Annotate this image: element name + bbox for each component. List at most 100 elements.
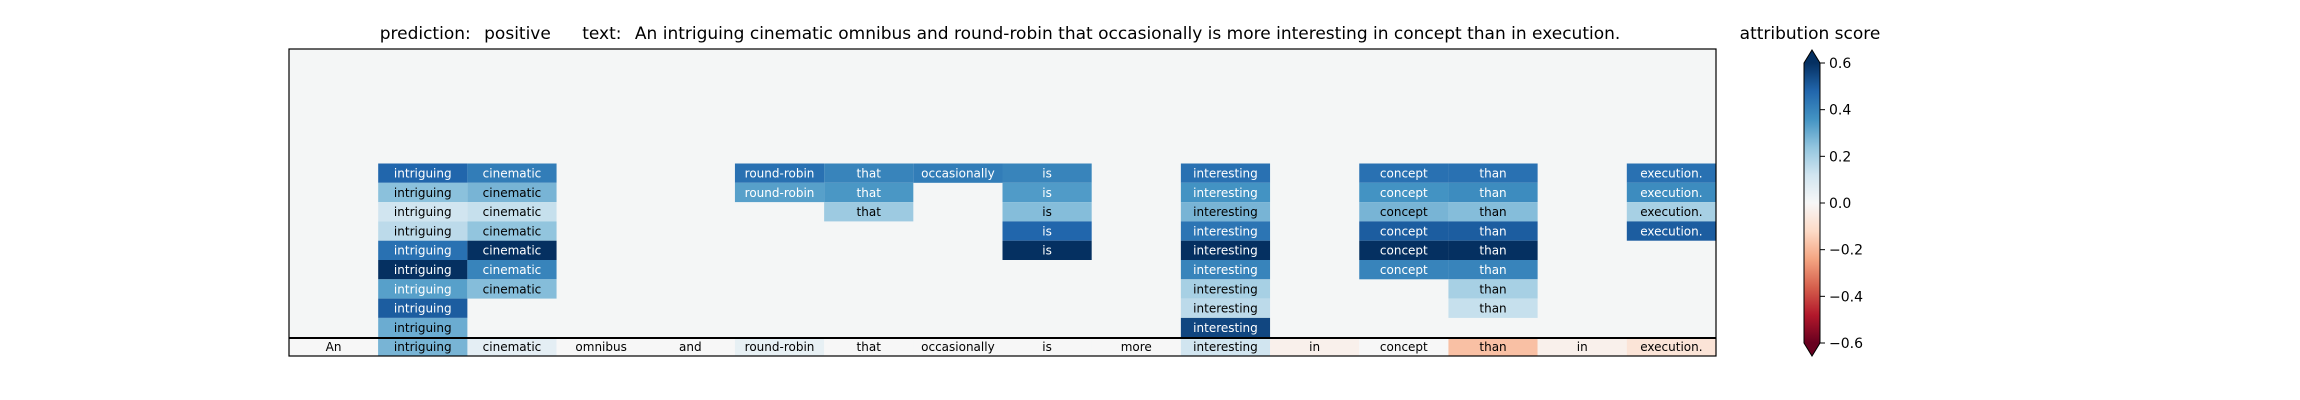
heatmap-cell xyxy=(467,202,557,222)
cell-label: intriguing xyxy=(394,263,452,277)
cell-label: execution. xyxy=(1640,224,1702,238)
heatmap-cell xyxy=(1359,240,1449,260)
heatmap-cell xyxy=(1448,182,1538,203)
cell-label: cinematic xyxy=(483,224,542,238)
colorbar xyxy=(1804,63,1820,343)
token-cell xyxy=(913,338,1003,356)
token-label: occasionally xyxy=(921,340,995,354)
heatmap-cell xyxy=(467,221,557,241)
heatmap-cell xyxy=(1626,221,1716,241)
cell-label: interesting xyxy=(1193,244,1258,258)
heatmap-cell xyxy=(913,163,1003,183)
heatmap-cell xyxy=(1359,221,1449,241)
cell-label: cinematic xyxy=(483,244,542,258)
cell-label: interesting xyxy=(1193,302,1258,316)
cell-label: concept xyxy=(1380,205,1428,219)
heatmap-cell xyxy=(1448,240,1538,260)
token-cell xyxy=(467,338,557,356)
cell-label: interesting xyxy=(1193,186,1258,200)
chart-title: prediction: positive text: An intriguing… xyxy=(380,24,1621,44)
colorbar-min-extend xyxy=(1804,343,1820,356)
token-cell xyxy=(1448,338,1538,356)
heatmap-cell xyxy=(1359,202,1449,222)
colorbar-max-extend xyxy=(1804,50,1820,63)
cell-label: cinematic xyxy=(483,186,542,200)
cell-label: execution. xyxy=(1640,186,1702,200)
heatmap-cell xyxy=(1180,240,1271,260)
heatmap-cell xyxy=(467,163,557,183)
heatmap-cell xyxy=(1180,279,1271,299)
heatmap-cell xyxy=(378,317,468,338)
cell-label: than xyxy=(1479,263,1506,277)
heatmap-cell xyxy=(1448,163,1538,183)
token-label: concept xyxy=(1380,340,1428,354)
cell-label: interesting xyxy=(1193,282,1258,296)
token-label: execution. xyxy=(1640,340,1702,354)
heatmap-cell xyxy=(1002,202,1092,222)
token-label: round-robin xyxy=(745,340,815,354)
cell-label: is xyxy=(1042,205,1052,219)
cell-label: is xyxy=(1042,167,1052,181)
heatmap-cell xyxy=(1180,317,1271,338)
cell-label: that xyxy=(857,186,882,200)
colorbar-tick-label: 0.2 xyxy=(1829,149,1851,165)
colorbar-title: attribution score xyxy=(1740,24,1881,44)
text-value: An intriguing cinematic omnibus and roun… xyxy=(635,24,1620,44)
prediction-value: positive xyxy=(484,24,551,44)
cell-label: intriguing xyxy=(394,302,452,316)
cell-label: than xyxy=(1479,244,1506,258)
cell-label: execution. xyxy=(1640,205,1702,219)
heatmap-cell xyxy=(824,182,914,203)
heatmap-cell xyxy=(378,182,468,203)
heatmap-cell xyxy=(734,182,825,203)
colorbar-tick-label: −0.4 xyxy=(1829,289,1863,305)
heatmap-frame xyxy=(288,48,1717,357)
cell-label: than xyxy=(1479,302,1506,316)
heatmap-cell xyxy=(1180,260,1271,280)
heatmap-cell xyxy=(1626,202,1716,222)
token-label: than xyxy=(1479,340,1506,354)
cell-label: intriguing xyxy=(394,186,452,200)
token-cell xyxy=(645,338,735,356)
token-cell xyxy=(1359,338,1449,356)
heatmap-cell xyxy=(378,240,468,260)
token-cell xyxy=(378,338,468,356)
cell-label: cinematic xyxy=(483,263,542,277)
heatmap-cell xyxy=(1180,221,1271,241)
text-label: text: xyxy=(582,24,621,44)
heatmap-cell xyxy=(467,240,557,260)
cell-label: cinematic xyxy=(483,282,542,296)
heatmap-cell xyxy=(1180,163,1271,183)
heatmap-cell xyxy=(1180,202,1271,222)
heatmap-cell xyxy=(467,260,557,280)
cell-label: that xyxy=(857,167,882,181)
cell-label: cinematic xyxy=(483,205,542,219)
heatmap-cell xyxy=(1002,163,1092,183)
heatmap-cell xyxy=(824,163,914,183)
cell-label: concept xyxy=(1380,167,1428,181)
cell-label: interesting xyxy=(1193,205,1258,219)
token-cell xyxy=(1626,338,1716,356)
cell-label: is xyxy=(1042,244,1052,258)
heatmap-cell xyxy=(378,298,468,318)
cell-label: than xyxy=(1479,224,1506,238)
token-label: and xyxy=(679,340,702,354)
heatmap-cell xyxy=(1448,298,1538,318)
cell-label: concept xyxy=(1380,186,1428,200)
cell-label: interesting xyxy=(1193,263,1258,277)
cell-label: concept xyxy=(1380,224,1428,238)
cell-label: intriguing xyxy=(394,244,452,258)
cell-label: intriguing xyxy=(394,282,452,296)
token-cell xyxy=(824,338,914,356)
token-label: is xyxy=(1042,340,1052,354)
heatmap-cell xyxy=(1002,182,1092,203)
prediction-label: prediction: xyxy=(380,24,471,44)
token-cell xyxy=(1270,338,1360,356)
heatmap-cell xyxy=(734,163,825,183)
cell-label: round-robin xyxy=(745,167,815,181)
cell-label: intriguing xyxy=(394,205,452,219)
token-label: in xyxy=(1309,340,1320,354)
token-cell xyxy=(1091,338,1181,356)
token-cell xyxy=(289,338,379,356)
token-label: in xyxy=(1577,340,1588,354)
